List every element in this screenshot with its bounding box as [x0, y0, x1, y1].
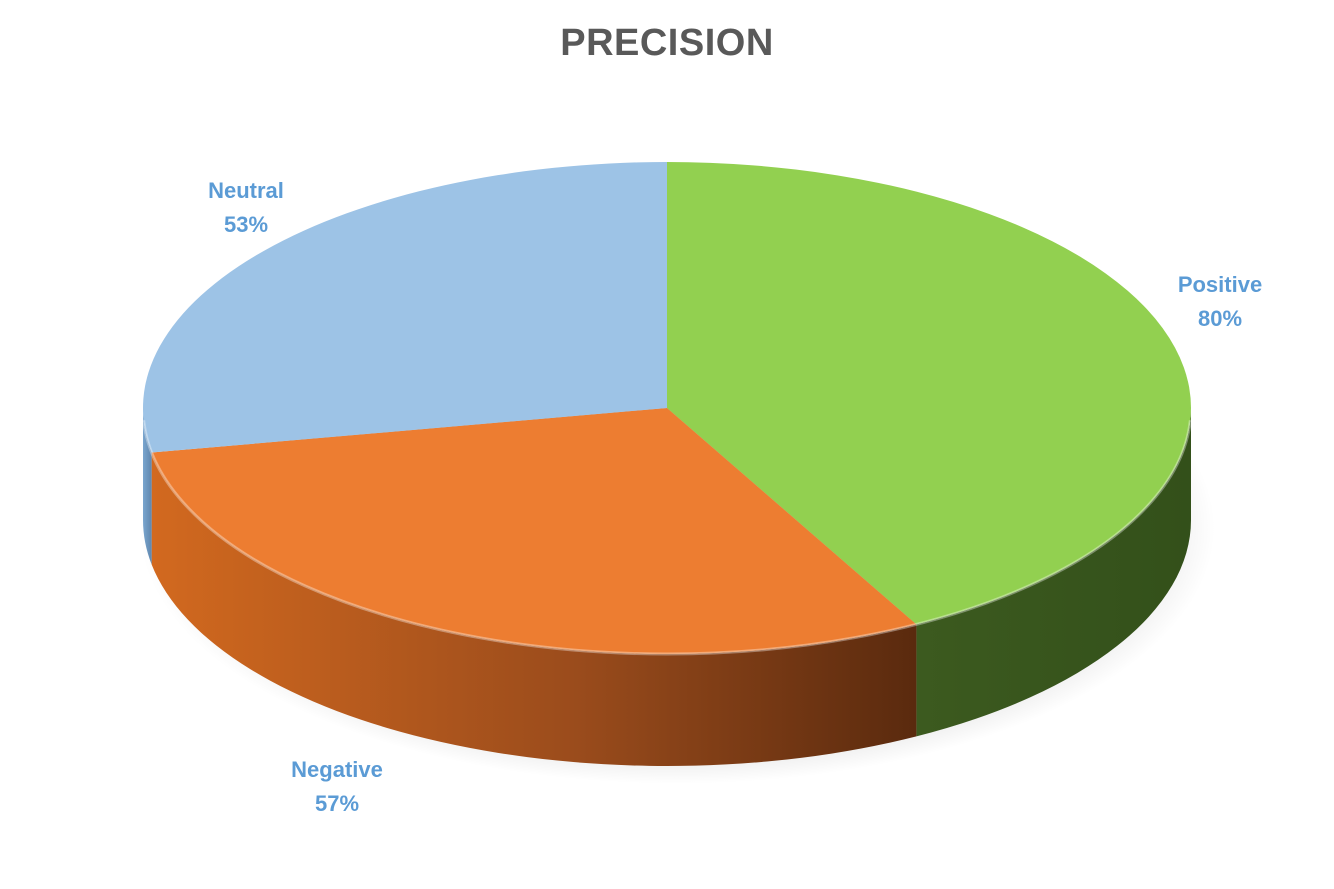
pie-side-positive — [916, 408, 1191, 737]
slice-label-positive-name: Positive — [1177, 272, 1263, 297]
pie-side-neutral — [143, 408, 152, 565]
slice-label-neutral-value: 53% — [223, 212, 269, 237]
slice-label-negative-value: 57% — [314, 791, 360, 816]
slice-label-positive-value: 80% — [1197, 306, 1243, 331]
pie-slice-neutral — [142, 161, 667, 453]
pie-rim-highlight — [142, 420, 1192, 656]
slice-label-neutral-name: Neutral — [208, 178, 284, 203]
slice-label-positive: Positive 80% — [1145, 268, 1295, 336]
pie-slice-negative — [151, 408, 917, 654]
chart-title: PRECISION — [560, 22, 774, 64]
pie-side-negative — [151, 452, 917, 766]
pie-slice-positive — [667, 162, 1191, 625]
slice-label-negative: Negative 57% — [262, 753, 412, 821]
slice-label-neutral: Neutral 53% — [171, 174, 321, 242]
slice-label-negative-name: Negative — [291, 757, 383, 782]
